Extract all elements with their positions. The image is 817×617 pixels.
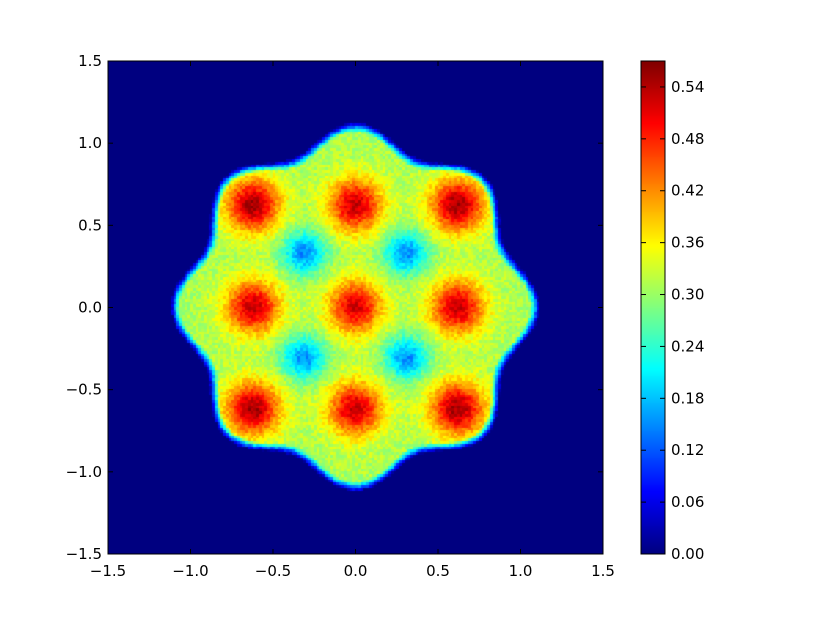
x-tick-label: 1.0 [509, 562, 533, 580]
y-tick-label: 1.0 [78, 134, 102, 152]
x-tick-label: −1.5 [90, 562, 126, 580]
colorbar: 0.00 0.06 0.12 0.18 0.24 0.30 0.36 0.42 0.48 0.54 [640, 60, 704, 563]
colorbar-tick-label: 0.00 [671, 545, 704, 563]
y-tick-label: −1.5 [66, 545, 102, 563]
colorbar-tick-label: 0.12 [671, 441, 704, 459]
colorbar-gradient [641, 61, 665, 554]
heatmap-image-container [108, 61, 603, 554]
x-axis: −1.5 −1.0 −0.5 0.0 0.5 1.0 1.5 [90, 61, 615, 580]
colorbar-ticks: 0.00 0.06 0.12 0.18 0.24 0.30 0.36 0.42 0.48 0.54 [641, 78, 704, 563]
colorbar-tick-label: 0.36 [671, 234, 704, 252]
colorbar-tick-label: 0.54 [671, 78, 704, 96]
x-tick-label: −1.0 [172, 562, 208, 580]
x-tick-label: −0.5 [255, 562, 291, 580]
x-tick-label: 1.5 [591, 562, 615, 580]
colorbar-tick-label: 0.24 [671, 337, 704, 355]
y-tick-label: −1.0 [66, 463, 102, 481]
colorbar-gradient-container [641, 61, 665, 554]
heatmap-image [108, 61, 603, 554]
y-tick-label: 0.0 [78, 299, 102, 317]
plot-area: −1.5 −1.0 −0.5 0.0 0.5 1.0 1.5 −1.5 −1.0 −0.5 0.0… [66, 52, 615, 580]
x-tick-label: 0.0 [344, 562, 368, 580]
y-tick-label: −0.5 [66, 381, 102, 399]
colorbar-tick-label: 0.30 [671, 286, 704, 304]
colorbar-tick-label: 0.18 [671, 389, 704, 407]
y-axis: −1.5 −1.0 −0.5 0.0 0.5 1.0 1.5 [66, 52, 603, 563]
y-tick-label: 0.5 [78, 216, 102, 234]
colorbar-tick-label: 0.06 [671, 493, 704, 511]
colorbar-tick-label: 0.48 [671, 130, 704, 148]
y-tick-label: 1.5 [78, 52, 102, 70]
colorbar-frame [640, 60, 666, 555]
colorbar-tick-label: 0.42 [671, 182, 704, 200]
x-tick-label: 0.5 [426, 562, 450, 580]
